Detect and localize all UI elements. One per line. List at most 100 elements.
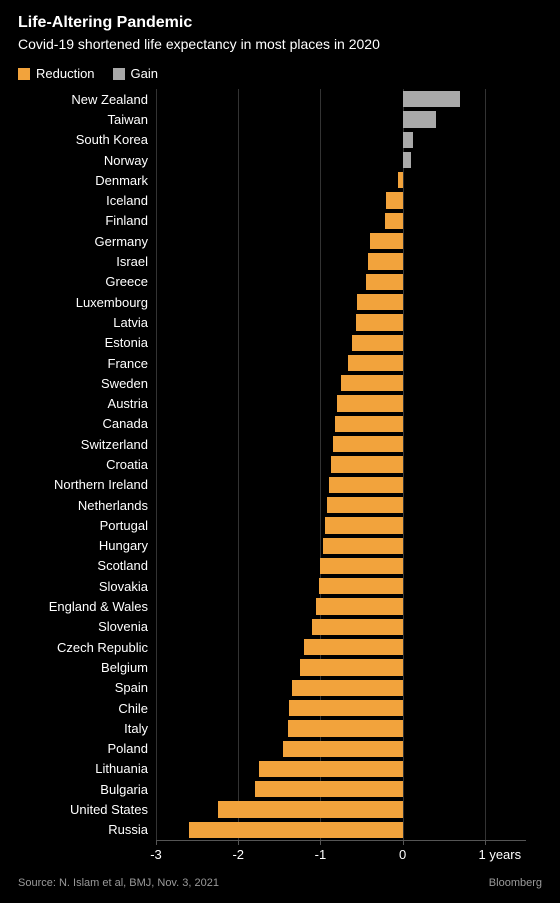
x-axis: -3-2-101 years: [156, 840, 526, 866]
row-label: Greece: [18, 274, 156, 289]
row-label: Canada: [18, 416, 156, 431]
plot-cell: [156, 799, 542, 819]
bar: [331, 456, 403, 472]
bar: [368, 253, 403, 269]
plot-cell: [156, 617, 542, 637]
chart-subtitle: Covid-19 shortened life expectancy in mo…: [18, 36, 542, 52]
row-label: Slovenia: [18, 619, 156, 634]
plot-cell: [156, 678, 542, 698]
bar-row: Belgium: [18, 657, 542, 677]
row-label: Estonia: [18, 335, 156, 350]
plot-cell: [156, 170, 542, 190]
plot-cell: [156, 556, 542, 576]
plot-cell: [156, 373, 542, 393]
bar: [323, 538, 403, 554]
bar: [304, 639, 403, 655]
bar-row: Estonia: [18, 333, 542, 353]
bar: [329, 477, 403, 493]
plot-cell: [156, 251, 542, 271]
plot-cell: [156, 312, 542, 332]
row-label: England & Wales: [18, 599, 156, 614]
bar-row: Germany: [18, 231, 542, 251]
legend-label-gain: Gain: [131, 66, 158, 81]
plot-cell: [156, 231, 542, 251]
plot-cell: [156, 434, 542, 454]
bar: [292, 680, 403, 696]
bar: [403, 152, 411, 168]
plot-cell: [156, 333, 542, 353]
legend-item-reduction: Reduction: [18, 66, 95, 81]
plot-cell: [156, 130, 542, 150]
bar-row: Norway: [18, 150, 542, 170]
bar-row: New Zealand: [18, 89, 542, 109]
bar: [337, 395, 403, 411]
x-tick: [403, 840, 404, 845]
plot-cell: [156, 515, 542, 535]
bar: [255, 781, 403, 797]
plot-cell: [156, 414, 542, 434]
bar: [403, 132, 413, 148]
bar-row: Latvia: [18, 312, 542, 332]
chart-container: Life-Altering Pandemic Covid-19 shortene…: [0, 0, 560, 903]
legend: Reduction Gain: [18, 66, 542, 81]
bar: [319, 578, 403, 594]
bar-row: Bulgaria: [18, 779, 542, 799]
plot-cell: [156, 272, 542, 292]
plot-cell: [156, 739, 542, 759]
row-label: New Zealand: [18, 92, 156, 107]
row-label: Croatia: [18, 457, 156, 472]
row-label: Czech Republic: [18, 640, 156, 655]
bar-row: Northern Ireland: [18, 475, 542, 495]
bar-row: England & Wales: [18, 596, 542, 616]
plot-cell: [156, 109, 542, 129]
row-label: France: [18, 356, 156, 371]
x-axis-label: 0: [399, 847, 406, 862]
row-label: Bulgaria: [18, 782, 156, 797]
plot-cell: [156, 393, 542, 413]
bar: [366, 274, 402, 290]
plot-cell: [156, 596, 542, 616]
plot-cell: [156, 292, 542, 312]
bar: [398, 172, 403, 188]
bar: [320, 558, 402, 574]
bar-row: Poland: [18, 739, 542, 759]
row-label: Chile: [18, 701, 156, 716]
row-label: Taiwan: [18, 112, 156, 127]
bar-row: Luxembourg: [18, 292, 542, 312]
bar-row: Slovenia: [18, 617, 542, 637]
row-label: South Korea: [18, 132, 156, 147]
bar-row: Spain: [18, 678, 542, 698]
plot-cell: [156, 495, 542, 515]
plot-cell: [156, 576, 542, 596]
bar: [356, 314, 403, 330]
row-label: Finland: [18, 213, 156, 228]
bar-row: Sweden: [18, 373, 542, 393]
x-tick: [156, 840, 157, 845]
legend-swatch-gain: [113, 68, 125, 80]
chart-title: Life-Altering Pandemic: [18, 14, 542, 32]
bar-row: Slovakia: [18, 576, 542, 596]
bar: [218, 801, 403, 817]
plot-cell: [156, 89, 542, 109]
bar-row: Austria: [18, 393, 542, 413]
bar-row: Russia: [18, 820, 542, 840]
bar-row: United States: [18, 799, 542, 819]
plot-cell: [156, 657, 542, 677]
plot-cell: [156, 454, 542, 474]
x-axis-label: 1 years: [478, 847, 521, 862]
bar-row: Chile: [18, 698, 542, 718]
bar-row: Portugal: [18, 515, 542, 535]
plot-cell: [156, 353, 542, 373]
bar-row: Hungary: [18, 536, 542, 556]
bar: [312, 619, 402, 635]
row-label: Slovakia: [18, 579, 156, 594]
source-text: Source: N. Islam et al, BMJ, Nov. 3, 202…: [18, 877, 219, 889]
bar: [327, 497, 403, 513]
plot-cell: [156, 779, 542, 799]
bar-row: Canada: [18, 414, 542, 434]
bar: [386, 192, 402, 208]
bar-row: Denmark: [18, 170, 542, 190]
row-label: Denmark: [18, 173, 156, 188]
row-label: Portugal: [18, 518, 156, 533]
bar: [289, 700, 402, 716]
